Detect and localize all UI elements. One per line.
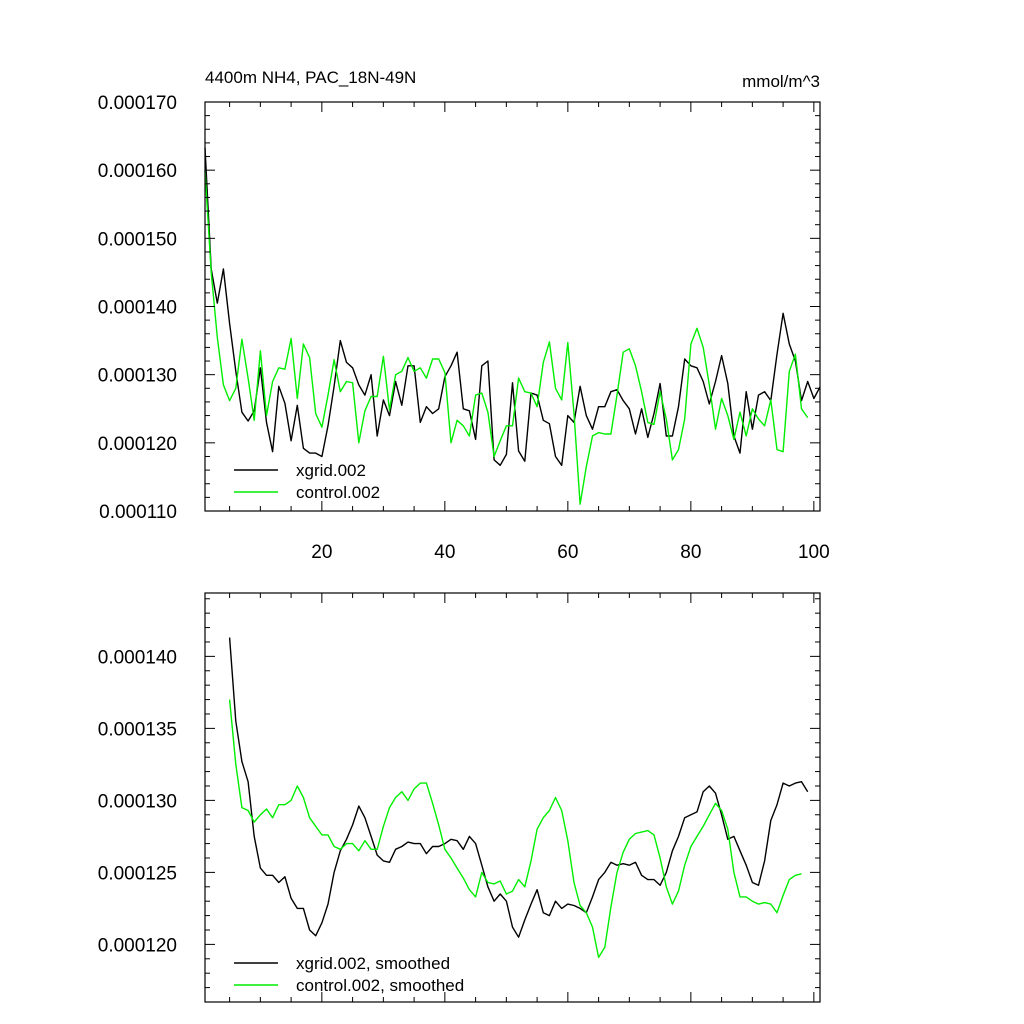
y-tick-label: 0.000140: [98, 647, 177, 668]
legend-label-xgrid: xgrid.002: [296, 461, 366, 480]
x-tick-label: 80: [680, 542, 701, 563]
y-tick-label: 0.000120: [98, 935, 177, 956]
chart-panel-2: 0.000120 0.000125 0.000130 0.000135 0.000140…: [98, 592, 821, 1003]
chart-panel-1: 0.000110 0.000120 0.000130 0.000140 0.000150…: [98, 68, 830, 563]
x-tick-label: 60: [557, 542, 578, 563]
legend-label-xgrid: xgrid.002, smoothed: [296, 954, 450, 973]
series-line-xgrid: [228, 637, 809, 938]
series-line-control: [228, 699, 802, 959]
y-tick-label: 0.000130: [98, 366, 177, 387]
y-tick-label: 0.000110: [99, 502, 177, 523]
units-label: mmol/m^3: [742, 72, 820, 91]
series-line-xgrid: [204, 147, 821, 466]
x-tick-label: 20: [311, 542, 332, 563]
y-tick-label: 0.000130: [98, 791, 177, 812]
legend-label-control: control.002: [296, 483, 380, 502]
x-tick-label: 100: [798, 542, 830, 563]
series-line-control: [204, 170, 809, 505]
chart-title: 4400m NH4, PAC_18N-49N: [205, 68, 416, 87]
y-tick-label: 0.000160: [98, 161, 177, 182]
y-tick-label: 0.000150: [98, 229, 177, 250]
plot-frame: [204, 592, 821, 1003]
plot-frame: [204, 101, 821, 512]
y-tick-label: 0.000135: [98, 719, 177, 740]
x-tick-label: 40: [434, 542, 455, 563]
y-tick-label: 0.000170: [98, 93, 177, 114]
y-tick-label: 0.000125: [98, 863, 177, 884]
y-tick-label: 0.000120: [98, 434, 177, 455]
legend-label-control: control.002, smoothed: [296, 976, 464, 995]
y-tick-label: 0.000140: [98, 298, 177, 319]
